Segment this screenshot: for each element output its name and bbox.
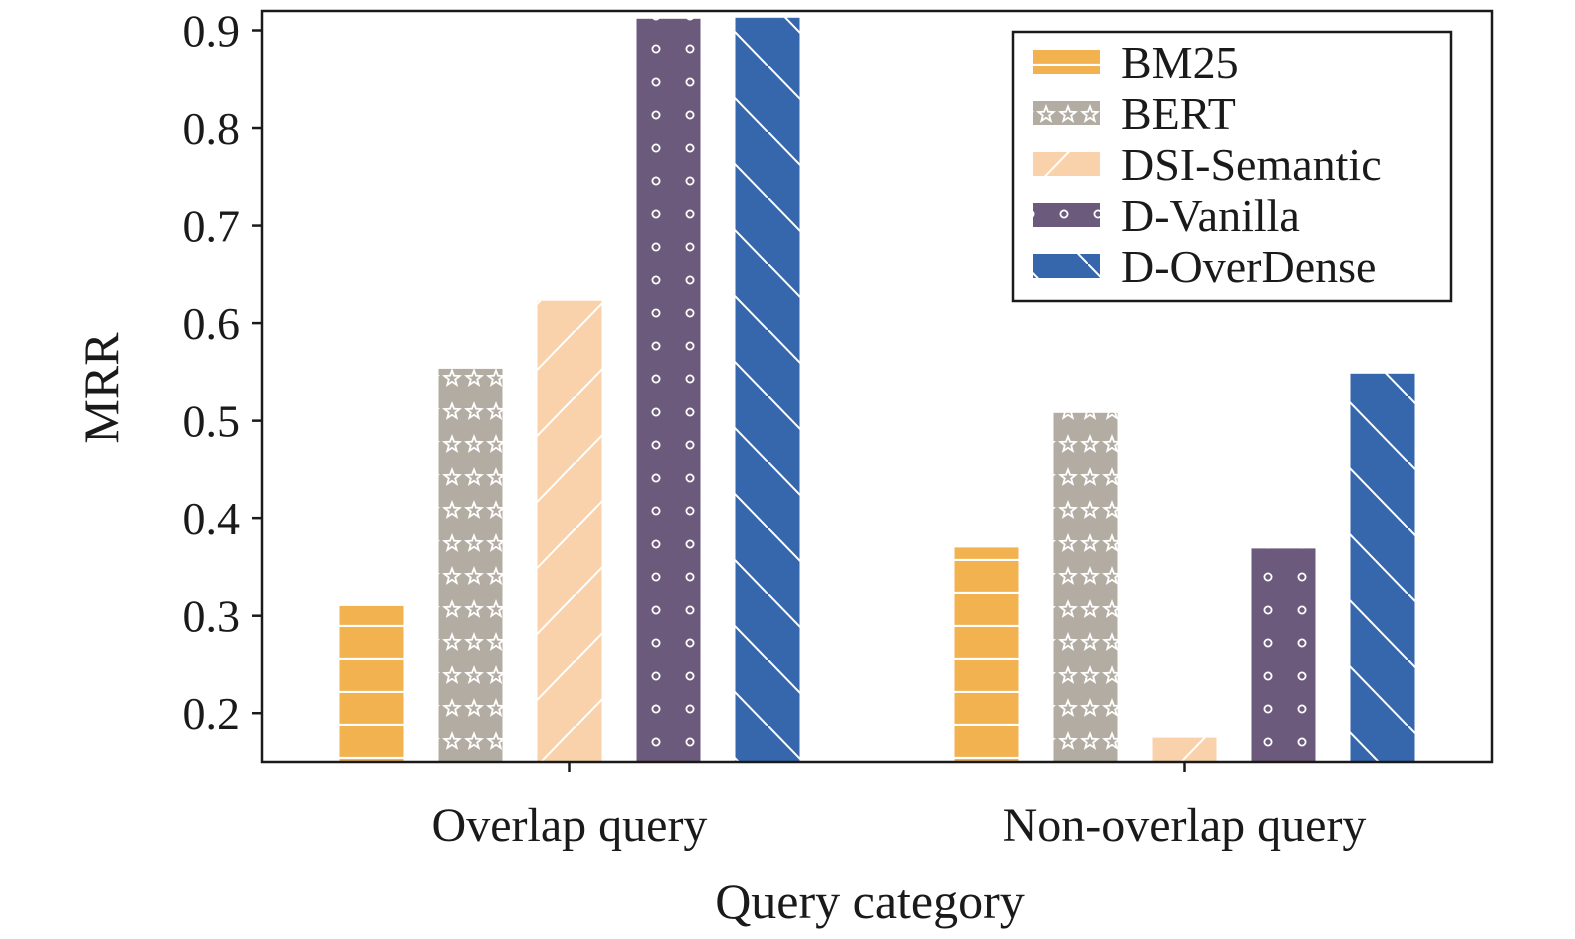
- bar-d-overdense-0: [735, 17, 800, 763]
- x-axis: Overlap query Non-overlap query: [432, 762, 1367, 852]
- bar-bm25-0: [339, 605, 404, 762]
- x-tick-label: Overlap query: [432, 799, 708, 852]
- bar-d-vanilla-0: [636, 18, 701, 763]
- x-tick-label: Non-overlap query: [1003, 799, 1367, 852]
- legend-label: BM25: [1121, 37, 1239, 88]
- y-tick-label: 0.3: [183, 591, 241, 642]
- legend-label: BERT: [1121, 88, 1236, 139]
- legend-swatch: [1033, 152, 1100, 176]
- bars-layer: [339, 17, 1415, 763]
- legend-label: D-OverDense: [1121, 241, 1376, 292]
- bar-bm25-1: [954, 547, 1019, 762]
- legend-label: D-Vanilla: [1121, 190, 1300, 241]
- bar-d-vanilla-1: [1251, 548, 1316, 762]
- y-tick-label: 0.2: [183, 688, 241, 739]
- y-tick-label: 0.6: [183, 298, 241, 349]
- bar-dsi-semantic-1: [1152, 737, 1217, 762]
- y-tick-label: 0.7: [183, 201, 241, 252]
- bar-d-overdense-1: [1350, 373, 1415, 762]
- bar-bert-1: [1053, 412, 1118, 762]
- y-axis: 0.2 0.3 0.4 0.5 0.6 0.7 0.8 0.9: [183, 6, 262, 739]
- x-axis-title: Query category: [715, 873, 1025, 929]
- y-tick-label: 0.5: [183, 396, 241, 447]
- plot-frame: [260, 9, 1494, 764]
- legend-label: DSI-Semantic: [1121, 139, 1382, 190]
- legend-swatch: [1033, 254, 1100, 278]
- legend-swatch: [1033, 203, 1100, 227]
- y-axis-title: MRR: [73, 332, 129, 444]
- bar-bert-0: [438, 368, 503, 762]
- legend-swatch: [1033, 50, 1100, 74]
- bar-dsi-semantic-0: [537, 300, 602, 762]
- legend-swatch: [1033, 101, 1100, 125]
- y-tick-label: 0.9: [183, 6, 241, 57]
- y-tick-label: 0.4: [183, 493, 241, 544]
- y-tick-label: 0.8: [183, 103, 241, 154]
